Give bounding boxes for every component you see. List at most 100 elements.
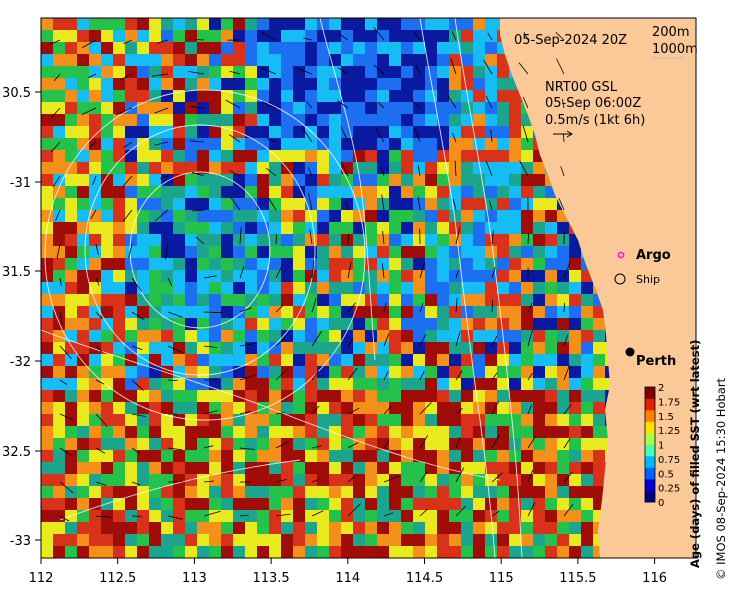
sst-cell — [377, 78, 389, 90]
current-vector — [527, 502, 536, 517]
sst-cell — [317, 114, 329, 126]
current-vectors — [49, 27, 574, 522]
colorbar: 2 1.75 1.5 1.25 1 0.75 0.5 0.25 0 — [644, 383, 680, 509]
current-vector — [123, 141, 133, 149]
sst-cell — [593, 414, 605, 426]
sst-cell — [449, 18, 461, 30]
current-vector — [417, 165, 421, 177]
sst-cell — [329, 318, 341, 330]
current-vector — [190, 105, 205, 109]
sst-cell — [425, 546, 437, 558]
sst-cell — [341, 390, 353, 402]
sst-cell — [161, 210, 173, 222]
sst-cell — [257, 306, 269, 318]
current-vector — [347, 367, 358, 381]
sst-cell — [125, 546, 137, 558]
sst-cell — [149, 270, 161, 282]
current-vector — [275, 263, 284, 279]
y-tick-label: -33 — [10, 534, 31, 549]
sst-cell — [257, 66, 269, 78]
current-vector — [383, 371, 389, 381]
current-vector — [131, 447, 141, 454]
current-vector — [450, 58, 457, 75]
sst-cell — [461, 402, 473, 414]
current-vector — [378, 102, 385, 109]
sst-cell — [101, 90, 113, 102]
sst-cell — [461, 42, 473, 54]
current-vector — [383, 440, 390, 449]
sst-cell — [89, 18, 101, 30]
sst-cell — [161, 354, 173, 366]
current-vector — [489, 200, 493, 211]
sst-cell — [173, 330, 185, 342]
sst-cell — [353, 138, 365, 150]
sst-cell — [557, 282, 569, 294]
current-vector — [374, 126, 385, 143]
sst-cell — [401, 138, 413, 150]
sst-cell — [413, 486, 425, 498]
current-vector — [268, 198, 277, 211]
sst-cell — [473, 438, 485, 450]
current-vector — [491, 300, 493, 313]
current-vector — [347, 407, 360, 415]
current-vector — [311, 510, 324, 517]
sst-cell — [101, 138, 113, 150]
sst-cell — [233, 546, 245, 558]
current-vector — [154, 107, 169, 114]
sst-cell — [413, 114, 425, 126]
current-vector — [415, 64, 421, 75]
sst-cell — [233, 114, 245, 126]
current-vector — [340, 126, 349, 143]
current-vector — [558, 198, 565, 211]
current-vector — [383, 512, 394, 517]
sst-cell — [89, 486, 101, 498]
y-tick-label: -32 — [10, 355, 31, 370]
sst-cell — [461, 378, 473, 390]
sst-cell — [497, 270, 509, 282]
y-tick-label: 31.5 — [2, 265, 31, 280]
sst-cell — [545, 486, 557, 498]
sst-cell — [389, 306, 401, 318]
sst-cell — [377, 18, 389, 30]
sst-cell — [389, 378, 401, 390]
sst-cell — [317, 522, 329, 534]
current-vector — [95, 447, 106, 454]
sst-cell — [185, 138, 197, 150]
sst-cell — [221, 246, 233, 258]
current-vector — [188, 71, 205, 75]
current-vector — [383, 406, 392, 415]
sst-cell — [113, 546, 125, 558]
sst-cell — [461, 546, 473, 558]
sst-cell — [101, 534, 113, 546]
current-vector — [490, 129, 493, 143]
sst-cell — [533, 414, 545, 426]
current-vector — [59, 345, 72, 360]
x-tick-label: 112 — [29, 571, 54, 586]
sst-cell — [533, 438, 545, 450]
current-vector — [518, 62, 529, 75]
sst-cell — [521, 474, 533, 486]
sst-cell — [305, 402, 317, 414]
current-vector — [311, 370, 319, 381]
sst-cell — [257, 18, 269, 30]
sst-cell — [317, 546, 329, 558]
sst-cell — [449, 354, 461, 366]
current-vector — [167, 345, 183, 354]
current-vector — [491, 267, 496, 279]
current-vector — [160, 175, 169, 179]
x-tick-label: 114 — [335, 571, 360, 586]
current-vector — [308, 192, 313, 211]
sst-cell — [389, 66, 401, 78]
colorbar-tick-label: 2 — [658, 383, 664, 394]
sst-cell — [41, 114, 53, 126]
sst-cell — [113, 234, 125, 246]
current-vector — [527, 302, 533, 313]
current-vector — [275, 441, 290, 449]
sst-cell — [461, 270, 473, 282]
sst-cell — [389, 78, 401, 90]
current-vector — [563, 365, 570, 381]
current-vector — [563, 334, 569, 347]
bathymetry-contours — [41, 18, 523, 558]
sst-cell — [113, 486, 125, 498]
